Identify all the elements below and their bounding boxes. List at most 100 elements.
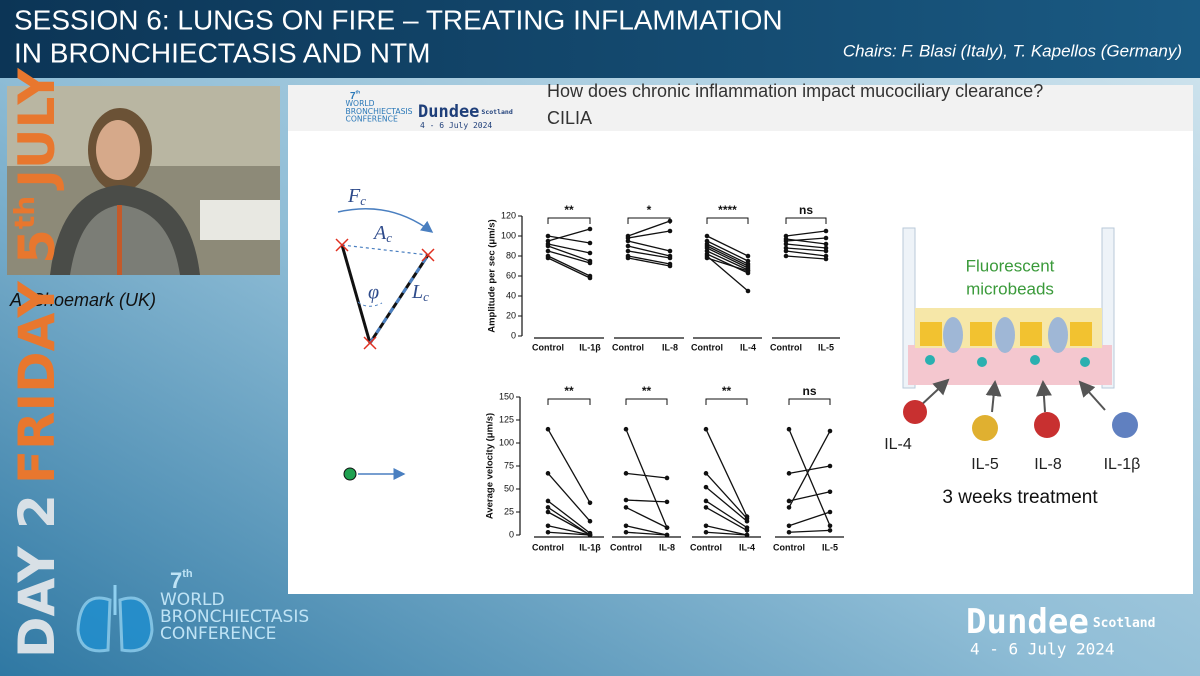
- control-point: [625, 255, 631, 261]
- y-tick-label: 60: [506, 270, 516, 280]
- pair-line: [547, 228, 591, 242]
- cilium-diagram: [335, 207, 435, 481]
- control-point: [623, 523, 629, 529]
- significance-bracket: [785, 217, 827, 224]
- month: JULY: [8, 67, 66, 190]
- control-point: [545, 509, 551, 515]
- treated-point: [827, 489, 833, 495]
- significance-bracket: [705, 398, 748, 405]
- pair-line: [705, 428, 748, 517]
- header-bar: [0, 0, 1200, 78]
- treated-point: [823, 241, 829, 247]
- control-point: [625, 238, 631, 244]
- pair-line: [625, 525, 668, 536]
- treated-point: [827, 463, 833, 469]
- control-point: [783, 248, 789, 254]
- pair-line: [547, 428, 591, 504]
- pair-line: [547, 257, 591, 279]
- treated-point: [745, 253, 751, 259]
- treated-point: [664, 499, 670, 505]
- pair-line: [706, 253, 749, 274]
- significance-bracket: [547, 217, 591, 224]
- pair-line: [705, 525, 748, 536]
- control-point: [545, 523, 551, 529]
- y-axis-label: Amplitude per sec (μm/s): [487, 219, 498, 333]
- significance-bracket: [547, 398, 591, 405]
- pair-line: [627, 240, 671, 252]
- pair-line: [706, 243, 749, 265]
- chairs: Chairs: F. Blasi (Italy), T. Kapellos (G…: [843, 41, 1182, 60]
- city: Dundee: [418, 102, 479, 122]
- x-tick-label: Control: [612, 342, 644, 352]
- control-point: [703, 471, 709, 476]
- conference-name: WORLD: [346, 99, 375, 108]
- treated-point: [667, 228, 673, 234]
- treated-point: [664, 475, 670, 481]
- x-tick-label: IL-5: [818, 342, 834, 352]
- control-point: [783, 241, 789, 247]
- pair-line: [625, 472, 668, 479]
- x-tick-label: IL-1β: [579, 342, 601, 352]
- treated-point: [587, 240, 593, 246]
- pair-line: [705, 472, 748, 519]
- x-tick-label: Control: [532, 342, 564, 352]
- pair-line: [547, 525, 591, 536]
- control-point: [786, 523, 792, 529]
- treated-point: [827, 523, 833, 529]
- control-point: [786, 426, 792, 432]
- control-point: [545, 498, 551, 504]
- control-point: [545, 471, 551, 476]
- beads-label: Fluorescent: [966, 256, 1055, 275]
- pair-line: [625, 499, 668, 503]
- significance: **: [564, 203, 574, 217]
- beads-label: microbeads: [966, 279, 1054, 298]
- treated-point: [827, 528, 833, 533]
- country: Scotland: [481, 108, 512, 116]
- country: Scotland: [1093, 616, 1156, 631]
- control-point: [625, 243, 631, 249]
- y-tick-label: 50: [504, 483, 514, 493]
- y-tick-label: 75: [504, 460, 514, 470]
- x-tick-label: IL-8: [662, 342, 678, 352]
- control-point: [625, 248, 631, 254]
- control-point: [545, 505, 551, 510]
- speaker-video: [7, 86, 280, 275]
- control-point: [703, 529, 709, 535]
- treated-point: [667, 255, 673, 261]
- pair-line: [547, 472, 591, 522]
- y-tick-label: 25: [504, 506, 514, 516]
- day: DAY 2: [8, 494, 66, 658]
- control-point: [703, 498, 709, 504]
- venue-city: Dundee Scotland: [418, 102, 513, 122]
- y-tick-label: 120: [501, 210, 516, 220]
- y-tick-label: 20: [506, 310, 516, 320]
- control-point: [704, 255, 710, 261]
- cytokine-label: IL-8: [1034, 456, 1062, 473]
- pair-line: [788, 428, 831, 527]
- pair-line: [547, 531, 591, 536]
- symbol: A: [372, 222, 387, 244]
- treated-point: [587, 260, 593, 266]
- control-point: [786, 529, 792, 535]
- control-point: [703, 484, 709, 490]
- city: Dundee: [966, 602, 1089, 642]
- pair-line: [547, 255, 591, 277]
- treatment-label: 3 weeks treatment: [942, 487, 1098, 508]
- pair-line: [785, 247, 827, 252]
- diagram-label: Fc: [347, 185, 366, 208]
- symbol: F: [347, 185, 361, 207]
- control-point: [545, 243, 551, 249]
- pair-line: [706, 247, 749, 269]
- pair-line: [788, 491, 831, 502]
- pair-line: [706, 255, 749, 292]
- subscript: c: [423, 289, 429, 304]
- ordinal: th: [356, 90, 361, 96]
- venue-dates: 4 - 6 July 2024: [970, 640, 1115, 659]
- control-point: [786, 498, 792, 504]
- treated-point: [587, 500, 593, 506]
- subscript: c: [386, 230, 392, 245]
- venue-city: Dundee Scotland: [966, 602, 1155, 642]
- pair-line: [785, 255, 827, 260]
- y-tick-label: 0: [511, 330, 516, 340]
- pair-line: [627, 257, 671, 267]
